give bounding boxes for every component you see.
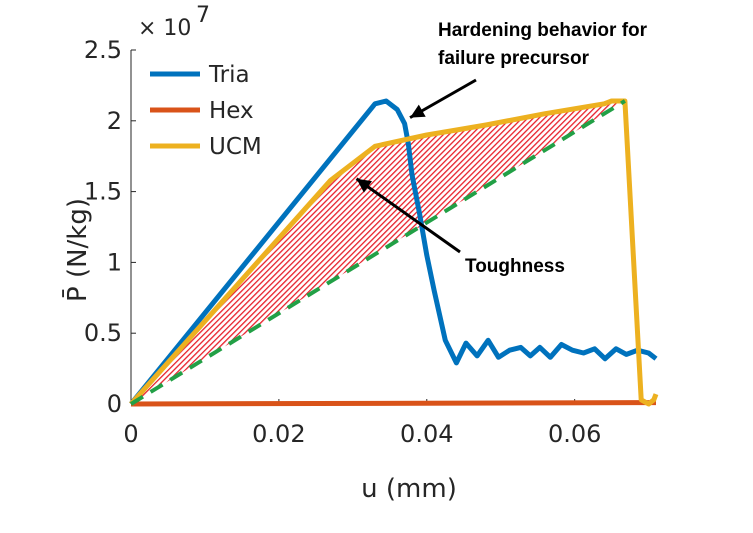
series-group bbox=[129, 98, 659, 407]
y-tick-label: 0 bbox=[107, 390, 122, 418]
y-tick-label: 0.5 bbox=[84, 319, 122, 347]
annotations: Hardening behavior for failure precursor T… bbox=[355, 20, 648, 277]
y-multiplier-exponent: 7 bbox=[196, 3, 210, 28]
annotation-hardening: Hardening behavior for failure precursor bbox=[438, 20, 648, 69]
y-axis-label: P̄ (N/kg) bbox=[61, 198, 93, 302]
y-tick-label: 2.5 bbox=[84, 36, 122, 64]
y-multiplier: × 10 7 bbox=[138, 3, 210, 41]
x-tick-label: 0.02 bbox=[252, 420, 305, 448]
series-line-tria bbox=[129, 98, 658, 406]
y-multiplier-base: × 10 bbox=[138, 16, 191, 41]
axes: 0 0.02 0.04 0.06 0 0.5 1 1.5 2 2.5 bbox=[84, 36, 656, 448]
x-tick-label: 0 bbox=[123, 420, 138, 448]
series-line-ucm bbox=[129, 98, 659, 407]
annotation-arrow-toughness-head bbox=[356, 178, 372, 193]
legend-label-ucm: UCM bbox=[209, 134, 262, 160]
reference-line-group bbox=[129, 99, 626, 406]
y-tick-label: 1 bbox=[107, 248, 122, 276]
y-tick-label: 2 bbox=[107, 107, 122, 135]
reference-dashed-line bbox=[129, 99, 626, 406]
x-tick-label: 0.06 bbox=[548, 420, 601, 448]
x-tick-label: 0.04 bbox=[400, 420, 453, 448]
annotation-toughness: Toughness bbox=[465, 256, 565, 277]
legend: Tria Hex UCM bbox=[142, 56, 272, 166]
legend-label-tria: Tria bbox=[208, 62, 250, 88]
x-axis-label: u (mm) bbox=[361, 474, 457, 504]
series-line-hex bbox=[130, 400, 657, 407]
legend-label-hex: Hex bbox=[209, 98, 254, 124]
y-tick-label: 1.5 bbox=[84, 178, 122, 206]
annotation-arrow-toughness-shaft bbox=[355, 177, 461, 254]
annotation-arrow-hardening-head bbox=[410, 104, 426, 118]
